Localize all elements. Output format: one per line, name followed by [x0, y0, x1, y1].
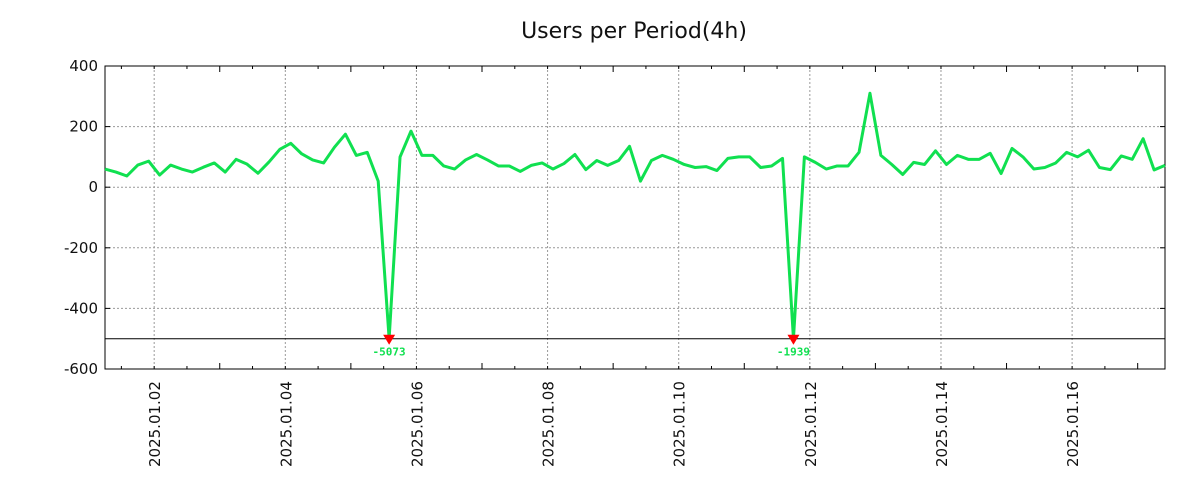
- series-line-users: [104, 91, 1166, 341]
- clip-value-label: -5073: [373, 346, 406, 359]
- annotations: -5073 -1939: [373, 334, 810, 359]
- clip-value-label: -1939: [777, 346, 810, 359]
- y-tick-label: 400: [69, 57, 98, 75]
- y-tick-label: -600: [64, 360, 98, 378]
- x-tick-label: 2025.01.14: [933, 381, 951, 467]
- x-tick-label: 2025.01.16: [1064, 381, 1082, 467]
- y-tick-label: -400: [64, 299, 98, 317]
- plot-frame: [104, 65, 1166, 370]
- axes: 400 200 0 -200 -400 -600 2025.01.02 2025.01.04 2…: [64, 57, 1166, 467]
- y-tick-label: -200: [64, 239, 98, 257]
- clip-marker-icon: [383, 334, 396, 345]
- y-tick-label: 200: [69, 118, 98, 136]
- x-tick-label: 2025.01.06: [408, 381, 426, 467]
- series: [104, 91, 1166, 341]
- x-tick-label: 2025.01.04: [277, 381, 295, 467]
- clip-marker-icon: [787, 334, 800, 345]
- x-tick-label: 2025.01.08: [540, 381, 558, 467]
- x-tick-label: 2025.01.12: [802, 381, 820, 467]
- y-tick-label: 0: [88, 178, 98, 196]
- chart-title: Users per Period(4h): [521, 19, 747, 44]
- x-tick-label: 2025.01.02: [146, 381, 164, 467]
- x-tick-label: 2025.01.10: [671, 381, 689, 467]
- grid: [105, 65, 1165, 370]
